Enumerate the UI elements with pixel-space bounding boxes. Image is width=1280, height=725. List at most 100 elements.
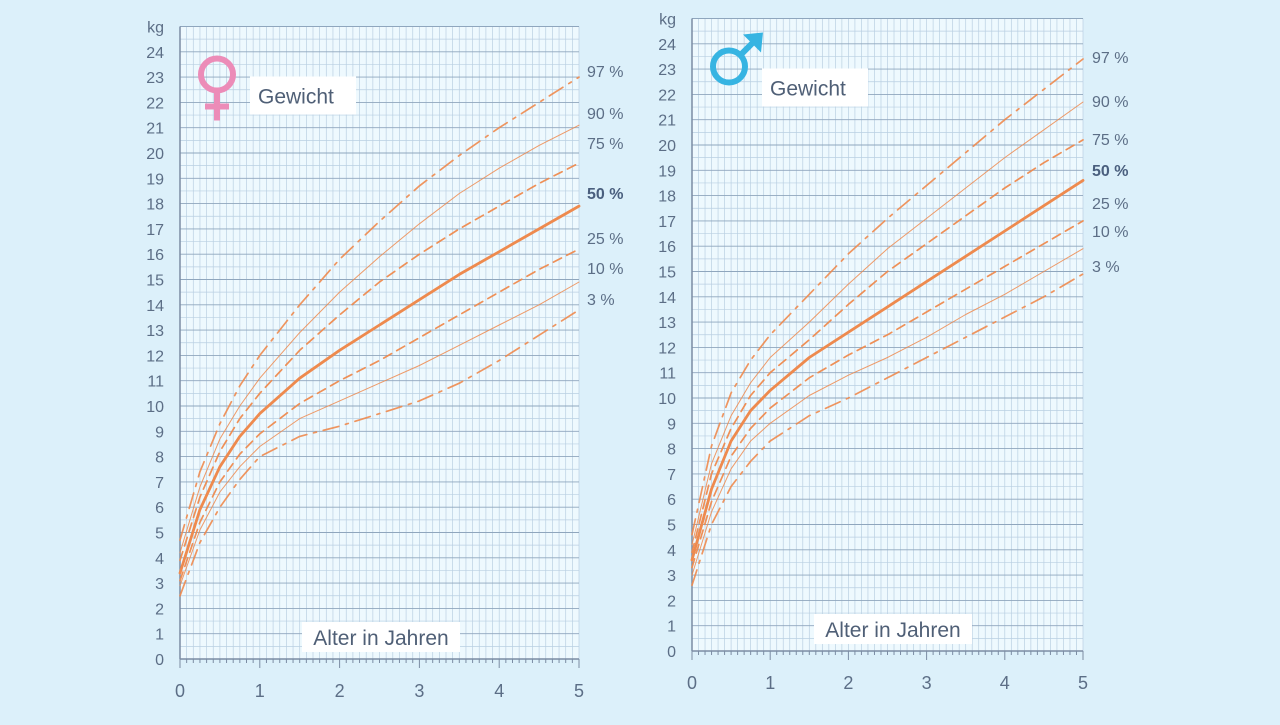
series-line-25-percentile — [179, 248, 580, 582]
y-tick-label: 12 — [146, 348, 164, 365]
female-symbol-icon — [198, 55, 236, 121]
percentile-label: 75 % — [1092, 132, 1128, 149]
y-tick-label: 19 — [146, 171, 164, 188]
y-tick-label: 7 — [667, 467, 676, 484]
male-symbol-icon — [710, 32, 763, 86]
y-tick-label: 15 — [658, 265, 676, 282]
y-tick-label: 1 — [155, 627, 164, 644]
chart-title: Gewicht — [258, 86, 334, 109]
y-tick-label: 10 — [146, 399, 164, 416]
y-tick-label: 11 — [147, 374, 164, 391]
series-line-50-percentile — [178, 204, 581, 575]
x-axis-label: Alter in Jahren — [313, 627, 448, 650]
x-tick-label: 4 — [1000, 673, 1010, 693]
y-tick-label: 1 — [667, 619, 676, 636]
title-label-box — [250, 76, 356, 115]
percentile-label: 97 % — [587, 64, 623, 81]
y-tick-label: 18 — [658, 189, 676, 206]
series-line-90-percentile — [179, 124, 580, 554]
x-tick-label: 5 — [574, 681, 584, 701]
x-tick-label: 0 — [175, 681, 185, 701]
series-line-50-percentile — [690, 179, 1085, 562]
series-line-25-percentile — [691, 220, 1084, 569]
y-tick-label: 3 — [667, 568, 676, 585]
series-line-97-percentile — [691, 58, 1084, 536]
y-tick-label: 22 — [658, 87, 676, 104]
y-tick-label: 10 — [658, 391, 676, 408]
y-tick-label: 21 — [146, 121, 164, 138]
y-tick-label: 5 — [667, 518, 676, 535]
growth-chart-female: 0123456789101112131415161718192021222324… — [146, 20, 623, 702]
y-tick-label: 9 — [667, 416, 676, 433]
x-axis-label-box — [302, 622, 460, 652]
title-label-box — [762, 68, 868, 107]
y-tick-label: 4 — [155, 551, 164, 568]
y-tick-label: 14 — [146, 298, 164, 315]
y-tick-label: 23 — [658, 62, 676, 79]
percentile-label: 90 % — [1092, 94, 1128, 111]
percentile-label: 10 % — [1092, 224, 1128, 241]
series-lines — [178, 76, 581, 597]
y-tick-label: 14 — [658, 290, 676, 307]
percentile-label: 75 % — [587, 136, 623, 153]
y-tick-label: 22 — [146, 95, 164, 112]
y-tick-label: 15 — [146, 273, 164, 290]
y-tick-label: 17 — [146, 222, 164, 239]
x-tick-label: 0 — [687, 673, 697, 693]
series-line-75-percentile — [691, 139, 1084, 554]
y-tick-label: 9 — [155, 424, 164, 441]
y-axis-unit: kg — [147, 20, 164, 37]
y-tick-label: 3 — [155, 576, 164, 593]
y-tick-label: 20 — [146, 146, 164, 163]
y-tick-label: 19 — [658, 163, 676, 180]
y-tick-label: 13 — [658, 315, 676, 332]
x-tick-label: 1 — [765, 673, 775, 693]
y-tick-label: 5 — [155, 526, 164, 543]
series-line-10-percentile — [179, 281, 580, 587]
x-tick-label: 2 — [843, 673, 853, 693]
x-tick-label: 1 — [255, 681, 265, 701]
y-tick-label: 6 — [667, 492, 676, 509]
series-line-10-percentile — [691, 248, 1084, 576]
y-tick-label: 7 — [155, 475, 164, 492]
percentile-label: 10 % — [587, 261, 623, 278]
percentile-label: 3 % — [1092, 259, 1120, 276]
y-tick-label: 12 — [658, 340, 676, 357]
percentile-label: 3 % — [587, 292, 615, 309]
y-tick-label: 8 — [155, 450, 164, 467]
y-tick-label: 8 — [667, 442, 676, 459]
growth-chart-male: 0123456789101112131415161718192021222324… — [658, 12, 1128, 694]
percentile-label: 50 % — [1092, 163, 1128, 180]
male-symbol-arrow — [743, 32, 763, 53]
x-tick-label: 3 — [922, 673, 932, 693]
percentile-label: 90 % — [587, 106, 623, 123]
y-tick-label: 24 — [146, 45, 164, 62]
series-lines — [690, 58, 1085, 587]
y-tick-label: 0 — [667, 644, 676, 661]
y-tick-label: 21 — [658, 113, 676, 130]
y-tick-label: 11 — [659, 366, 676, 383]
x-tick-label: 5 — [1078, 673, 1088, 693]
y-tick-label: 13 — [146, 323, 164, 340]
y-tick-label: 18 — [146, 197, 164, 214]
series-line-97-percentile — [179, 76, 580, 541]
percentile-label: 50 % — [587, 186, 623, 203]
y-tick-label: 16 — [658, 239, 676, 256]
series-line-3-percentile — [179, 309, 580, 597]
percentile-label: 25 % — [587, 231, 623, 248]
male-symbol-ring — [710, 47, 748, 86]
x-tick-label: 3 — [414, 681, 424, 701]
y-tick-label: 4 — [667, 543, 676, 560]
percentile-label: 97 % — [1092, 50, 1128, 67]
x-tick-label: 2 — [335, 681, 345, 701]
y-tick-label: 2 — [155, 601, 164, 618]
chart-title: Gewicht — [770, 78, 846, 101]
y-tick-label: 17 — [658, 214, 676, 231]
y-tick-label: 16 — [146, 247, 164, 264]
series-line-90-percentile — [691, 101, 1084, 546]
y-tick-label: 0 — [155, 652, 164, 669]
x-tick-label: 4 — [494, 681, 504, 701]
y-tick-label: 20 — [658, 138, 676, 155]
